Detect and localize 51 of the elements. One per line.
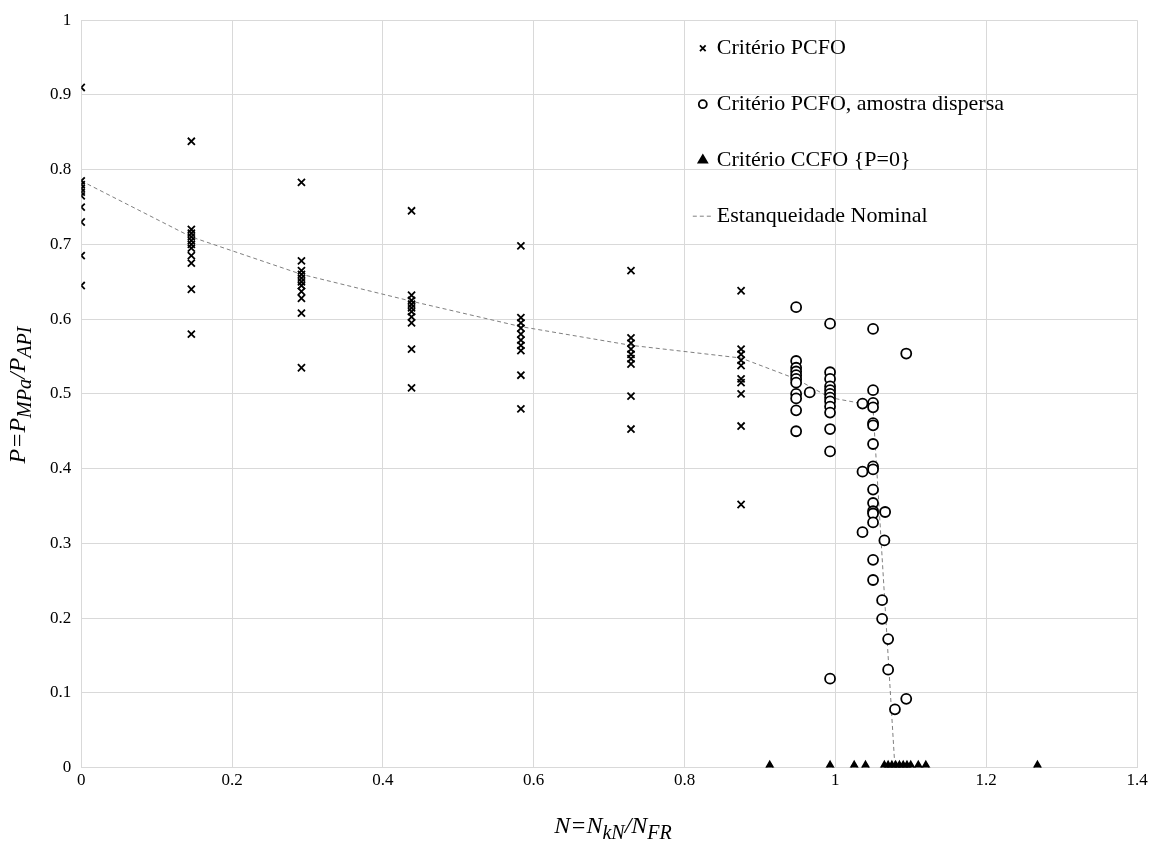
point xyxy=(900,347,913,360)
x-tick-label: 0.8 xyxy=(673,770,696,790)
point xyxy=(867,516,879,529)
point xyxy=(856,526,869,539)
point xyxy=(824,445,836,458)
point xyxy=(790,404,803,417)
point xyxy=(790,425,803,438)
point xyxy=(803,386,816,399)
x-axis-title: N=N$_{kN}$/N$_{FR}$ xyxy=(553,812,673,844)
point xyxy=(790,376,803,389)
x-tick-label: 1 xyxy=(831,770,840,790)
legend-label: Critério PCFO, amostra dispersa xyxy=(716,89,1005,115)
y-tick-label: 0.8 xyxy=(50,159,72,179)
y-tick-label: 0.6 xyxy=(50,308,72,328)
y-tick-label: 1 xyxy=(62,9,72,29)
point xyxy=(867,483,879,496)
y-tick-label: 0.3 xyxy=(50,532,72,552)
x-tick-label: 0 xyxy=(77,770,86,790)
point xyxy=(867,438,879,450)
x-tick-label: 0.4 xyxy=(372,770,395,790)
y-tick-label: 0 xyxy=(62,757,72,777)
y-tick-label: 0.9 xyxy=(50,84,72,104)
y-tick-label: 0.4 xyxy=(50,458,72,478)
point xyxy=(824,406,836,419)
point xyxy=(856,397,869,410)
y-tick-label: 0.2 xyxy=(50,607,72,627)
legend-label: Critério CCFO {P=0} xyxy=(716,145,911,171)
point xyxy=(876,594,889,607)
point xyxy=(867,401,879,414)
legend-label: Critério PCFO xyxy=(716,33,846,59)
point xyxy=(867,574,879,586)
x-tick-label: 1.4 xyxy=(1126,770,1149,790)
legend-label: Estanqueidade Nominal xyxy=(716,201,928,227)
y-tick-label: 0.5 xyxy=(50,383,72,403)
point xyxy=(790,301,803,314)
point xyxy=(876,612,889,625)
x-tick-label: 0.6 xyxy=(523,770,545,790)
point xyxy=(867,384,879,397)
point xyxy=(867,322,879,335)
x-tick-label: 1.2 xyxy=(975,770,997,790)
point xyxy=(867,553,879,566)
point xyxy=(824,423,836,435)
point xyxy=(878,534,891,547)
point xyxy=(790,392,803,405)
point xyxy=(882,633,895,645)
point xyxy=(879,506,892,518)
y-tick-label: 0.1 xyxy=(50,682,72,702)
x-tick-label: 0.2 xyxy=(221,770,243,790)
y-tick-label: 0.7 xyxy=(50,233,72,253)
point xyxy=(824,317,836,330)
point xyxy=(856,465,869,478)
